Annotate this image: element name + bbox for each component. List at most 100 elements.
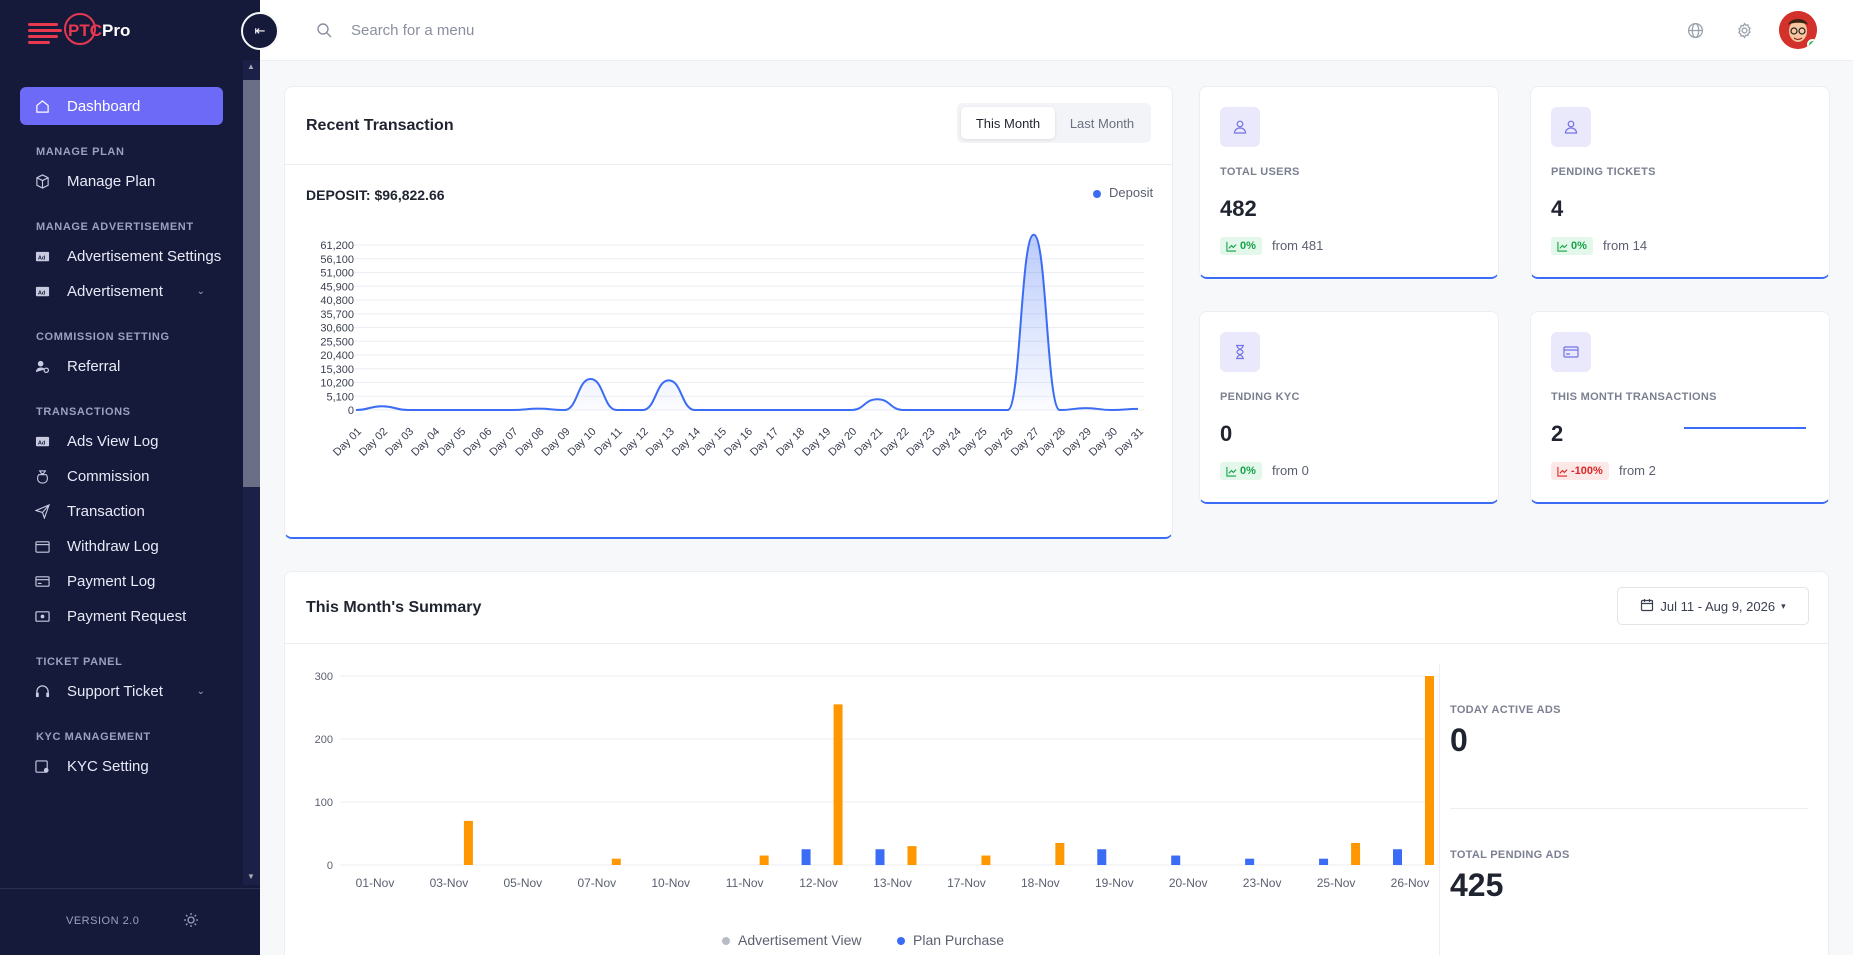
- hourglass-icon: [1220, 332, 1260, 372]
- bar-plan-purchase-13-Nov[interactable]: [875, 849, 885, 865]
- stat-from: from 0: [1272, 463, 1309, 478]
- sidebar-item-label: Referral: [67, 357, 121, 375]
- home-icon: [34, 98, 50, 114]
- ad-icon: Ad: [34, 433, 50, 449]
- ad-view-legend-dot: [722, 937, 730, 946]
- x-tick-label: Day 31: [1113, 426, 1146, 459]
- logo-suffix: Pro: [102, 21, 131, 40]
- y-tick-label: 100: [315, 797, 333, 809]
- bar-plan-purchase-12-Nov[interactable]: [801, 849, 811, 865]
- sidebar-item-advertisement-settings[interactable]: Ad Advertisement Settings: [20, 237, 223, 275]
- recent-transaction-card: Recent Transaction This Month Last Month…: [284, 86, 1173, 539]
- stat-label: TOTAL USERS: [1220, 166, 1300, 178]
- sidebar-item-manage-plan[interactable]: Manage Plan: [20, 162, 223, 200]
- bar-advertisement-view-12-Nov[interactable]: [833, 704, 843, 865]
- sidebar-item-label: Withdraw Log: [67, 537, 159, 555]
- x-tick-label: Day 05: [435, 426, 468, 459]
- y-tick-label: 15,300: [320, 364, 354, 376]
- bar-plan-purchase-19-Nov[interactable]: [1097, 849, 1107, 865]
- nav-section-commission-setting: COMMISSION SETTING: [36, 331, 170, 343]
- x-tick-label: 12-Nov: [799, 876, 838, 890]
- bar-advertisement-view-18-Nov[interactable]: [1055, 842, 1065, 865]
- tab-last-month[interactable]: Last Month: [1069, 115, 1135, 131]
- gear-icon[interactable]: [1736, 22, 1753, 39]
- y-tick-label: 0: [348, 405, 354, 417]
- bar-plan-purchase-25-Nov[interactable]: [1319, 858, 1329, 865]
- bar-advertisement-view-17-Nov[interactable]: [981, 855, 991, 865]
- x-tick-label: Day 25: [957, 426, 990, 459]
- x-tick-label: Day 27: [1009, 426, 1042, 459]
- sidebar-item-withdraw-log[interactable]: Withdraw Log: [20, 527, 223, 565]
- side-divider: [1450, 808, 1808, 809]
- bar-advertisement-view-25-Nov[interactable]: [1351, 842, 1361, 865]
- x-tick-label: 05-Nov: [504, 876, 543, 890]
- cash-icon: [34, 608, 50, 624]
- sidebar-item-support-ticket[interactable]: Support Ticket ⌄: [20, 672, 223, 710]
- x-tick-label: 10-Nov: [651, 876, 690, 890]
- box-icon: [34, 173, 50, 189]
- id-card-icon: [34, 758, 50, 774]
- sidebar-nav: Dashboard MANAGE PLAN Manage Plan MANAGE AD…: [0, 80, 243, 885]
- globe-icon[interactable]: [1687, 22, 1704, 39]
- date-range-button[interactable]: Jul 11 - Aug 9, 2026 ▾: [1617, 587, 1809, 625]
- x-tick-label: 01-Nov: [356, 876, 395, 890]
- sidebar-item-referral[interactable]: Referral: [20, 347, 223, 385]
- ptcpro-logo[interactable]: PTCPro: [28, 12, 130, 52]
- tab-this-month[interactable]: This Month: [961, 107, 1055, 139]
- sidebar-item-payment-request[interactable]: Payment Request: [20, 597, 223, 635]
- sidebar-item-dashboard[interactable]: Dashboard: [20, 87, 223, 125]
- x-tick-label: Day 21: [852, 426, 885, 459]
- trend-badge: 0%: [1551, 237, 1593, 255]
- x-tick-label: Day 30: [1087, 426, 1120, 459]
- x-tick-label: 25-Nov: [1317, 876, 1356, 890]
- avatar[interactable]: [1779, 11, 1817, 49]
- bar-advertisement-view-13-Nov[interactable]: [907, 846, 917, 865]
- sidebar-item-label: Advertisement Settings: [67, 247, 222, 265]
- scroll-up-icon[interactable]: ▲: [247, 62, 255, 71]
- today-active-ads-value: 0: [1450, 722, 1468, 758]
- sidebar-item-ads-view-log[interactable]: Ad Ads View Log: [20, 422, 223, 460]
- x-tick-label: 26-Nov: [1391, 876, 1430, 890]
- x-tick-label: 20-Nov: [1169, 876, 1208, 890]
- bar-plan-purchase-23-Nov[interactable]: [1245, 858, 1255, 865]
- sidebar-item-commission[interactable]: Commission: [20, 457, 223, 495]
- search-input[interactable]: [351, 18, 651, 42]
- legend-advertisement-view[interactable]: Advertisement View: [722, 932, 861, 948]
- sidebar-item-advertisement[interactable]: Ad Advertisement ⌄: [20, 272, 223, 310]
- legend-plan-purchase[interactable]: Plan Purchase: [897, 932, 1004, 948]
- bar-advertisement-view-07-Nov[interactable]: [611, 858, 621, 865]
- trend-icon: [1557, 241, 1568, 252]
- collapse-sidebar-button[interactable]: ⇤: [241, 12, 279, 50]
- theme-sun-icon[interactable]: [183, 912, 199, 928]
- plan-purchase-legend-dot: [897, 937, 905, 946]
- bar-advertisement-view-03-Nov[interactable]: [463, 820, 473, 865]
- x-tick-label: 17-Nov: [947, 876, 986, 890]
- bar-advertisement-view-11-Nov[interactable]: [759, 855, 769, 865]
- deposit-legend-dot: [1093, 189, 1101, 198]
- scroll-down-icon[interactable]: ▼: [247, 872, 255, 881]
- total-pending-ads-label: TOTAL PENDING ADS: [1450, 849, 1570, 861]
- x-tick-label: 13-Nov: [873, 876, 912, 890]
- stat-label: PENDING TICKETS: [1551, 166, 1656, 178]
- sidebar-item-payment-log[interactable]: Payment Log: [20, 562, 223, 600]
- sidebar-item-label: Payment Log: [67, 572, 156, 590]
- scrollbar-thumb[interactable]: [243, 80, 260, 487]
- svg-text:Ad: Ad: [37, 290, 45, 296]
- y-tick-label: 51,000: [320, 268, 354, 280]
- today-active-ads-label: TODAY ACTIVE ADS: [1450, 704, 1561, 716]
- x-tick-label: 18-Nov: [1021, 876, 1060, 890]
- deposit-legend[interactable]: Deposit: [1093, 185, 1153, 200]
- y-tick-label: 0: [327, 860, 333, 872]
- sidebar-item-kyc-setting[interactable]: KYC Setting: [20, 747, 223, 785]
- x-tick-label: Day 06: [461, 426, 494, 459]
- summary-card: This Month's Summary Jul 11 - Aug 9, 202…: [284, 571, 1829, 955]
- bar-plan-purchase-20-Nov[interactable]: [1171, 855, 1181, 865]
- sidebar-item-transaction[interactable]: Transaction: [20, 492, 223, 530]
- sparkline: [1684, 427, 1806, 429]
- bar-advertisement-view-26-Nov[interactable]: [1425, 676, 1434, 865]
- bar-plan-purchase-26-Nov[interactable]: [1393, 849, 1402, 865]
- sidebar-scrollbar[interactable]: ▲ ▼: [243, 60, 260, 885]
- trend-percent: 0%: [1240, 465, 1256, 477]
- stat-value: 4: [1551, 196, 1564, 221]
- stat-from: from 481: [1272, 238, 1324, 253]
